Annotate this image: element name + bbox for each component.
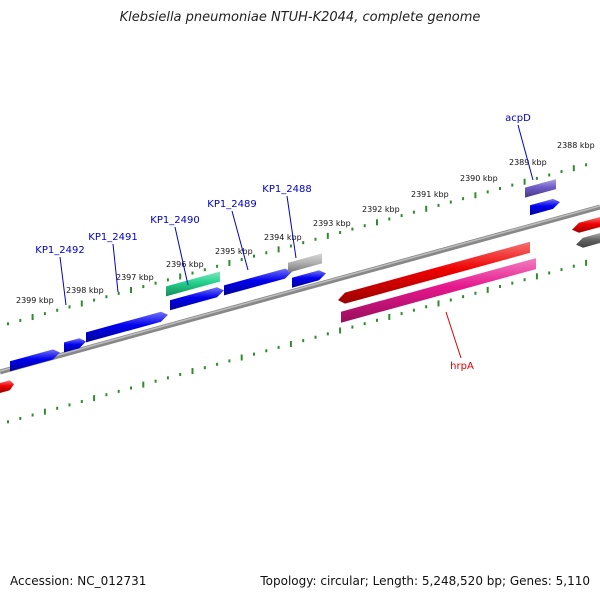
- gene-kp1-2489[interactable]: [224, 268, 292, 296]
- gene-kp1-2493[interactable]: [10, 349, 60, 372]
- gene-hrpa[interactable]: [338, 241, 530, 304]
- scale-label: 2397 kbp: [116, 273, 154, 282]
- gene-label: KP1_2492: [35, 245, 84, 256]
- leader-line: [517, 124, 534, 181]
- gene-kp1-2490-upper[interactable]: [166, 271, 220, 297]
- gene-gray-feature[interactable]: [288, 253, 322, 273]
- scale-label: 2399 kbp: [16, 296, 54, 305]
- genome-title: Klebsiella pneumoniae NTUH-K2044, comple…: [119, 10, 481, 25]
- scale-label: 2395 kbp: [215, 247, 253, 256]
- gene-acpd-region[interactable]: [530, 198, 560, 216]
- gene-kp1-2492[interactable]: [64, 338, 86, 353]
- gene-kp1-2491[interactable]: [86, 311, 168, 343]
- backbone-line: [0, 204, 600, 375]
- gene-red-right-edge[interactable]: [572, 217, 600, 233]
- leader-line: [231, 210, 249, 271]
- gene-darkgray-right-edge[interactable]: [576, 233, 600, 248]
- tick-marks: [7, 163, 588, 424]
- leader-line: [445, 311, 462, 359]
- backbone-highlight: [0, 205, 600, 372]
- scale-label: 2388 kbp: [557, 141, 595, 150]
- scale-label: 2390 kbp: [460, 174, 498, 183]
- scale-label: 2394 kbp: [264, 233, 302, 242]
- gene-kp1-2488[interactable]: [292, 270, 326, 288]
- scale-label: 2396 kbp: [166, 260, 204, 269]
- scale-label: 2392 kbp: [362, 205, 400, 214]
- features: [0, 179, 600, 393]
- gene-label: KP1_2489: [207, 199, 256, 210]
- gene-label: KP1_2490: [150, 215, 199, 226]
- gene-label: KP1_2488: [262, 184, 311, 195]
- gene-hrpa-upper[interactable]: [341, 258, 536, 323]
- lower-tick-track: [7, 259, 588, 424]
- leader-line: [59, 256, 67, 306]
- gene-acpd[interactable]: [525, 179, 556, 198]
- gene-label: hrpA: [450, 361, 474, 372]
- scale-label: 2393 kbp: [313, 219, 351, 228]
- scale-label: 2398 kbp: [66, 286, 104, 295]
- gene-kp1-2490[interactable]: [170, 287, 224, 311]
- accession-text: Accession: NC_012731: [10, 574, 147, 588]
- genome-summary-text: Topology: circular; Length: 5,248,520 bp…: [260, 574, 590, 588]
- leader-line: [112, 243, 119, 293]
- scale-label: 2391 kbp: [411, 190, 449, 199]
- leader-line: [174, 226, 189, 286]
- feature-labels: KP1_2492 KP1_2491 KP1_2490 KP1_2489 KP1_2488…: [35, 113, 534, 372]
- gene-red-left-edge[interactable]: [0, 380, 14, 393]
- backbone: [0, 204, 600, 375]
- upper-tick-track: [7, 163, 588, 326]
- leader-line: [286, 195, 297, 259]
- gene-label: acpD: [505, 113, 531, 124]
- gene-label: KP1_2491: [88, 232, 137, 243]
